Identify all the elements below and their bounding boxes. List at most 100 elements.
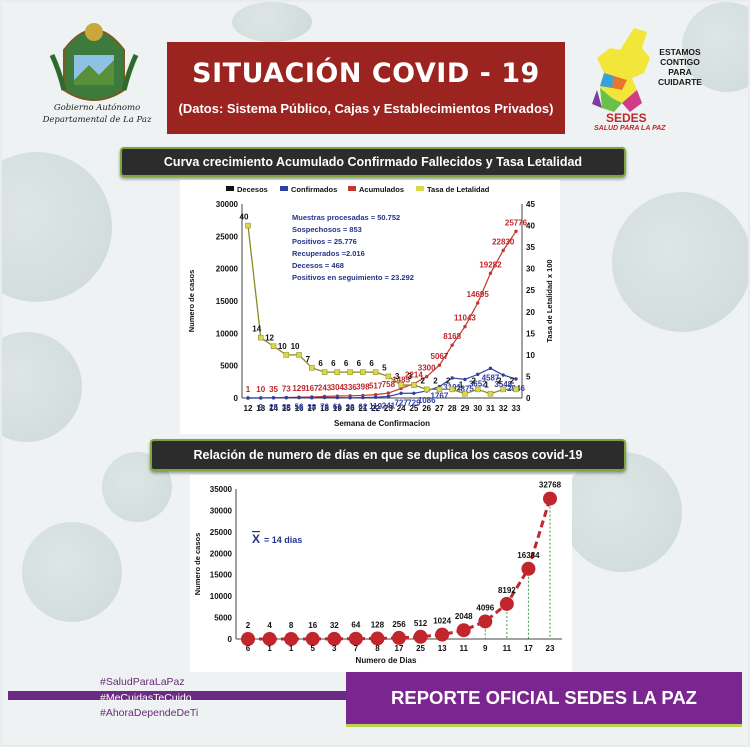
- data-label-1: 729: [407, 398, 421, 407]
- hashtag-2[interactable]: #MeCuidasTeCuido: [100, 692, 192, 704]
- tasa-point: [347, 369, 353, 375]
- hashtag-1[interactable]: #SaludParaLaPaz: [100, 676, 185, 688]
- header-box: SITUACIÓN COVID - 19 (Datos: Sistema Púb…: [167, 42, 565, 134]
- tasa-point: [270, 343, 277, 350]
- data-label-0: 11043: [454, 314, 476, 323]
- data-label: 256: [392, 620, 406, 629]
- series-point-1: [246, 396, 250, 400]
- data-label-1: 38: [282, 403, 291, 412]
- series-point-1: [386, 394, 391, 399]
- x-tick-label: 13: [256, 404, 265, 413]
- page-subtitle: (Datos: Sistema Público, Cajas y Estable…: [178, 101, 554, 116]
- x-tick-label: 33: [512, 404, 521, 413]
- series-point-1: [361, 395, 365, 400]
- data-label-0: 304: [331, 383, 345, 392]
- series-point-1: [259, 396, 263, 400]
- x-tick-label: 32: [499, 404, 508, 413]
- data-label-2: 2: [510, 376, 515, 385]
- chart1-banner: Curva crecimiento Acumulado Confirmado F…: [120, 147, 626, 177]
- x-tick-label: 31: [486, 404, 495, 413]
- series-point-0: [476, 301, 480, 305]
- legend-label: Acumulados: [359, 185, 404, 194]
- y2-tick-label: 5: [526, 372, 531, 381]
- data-label-2: 6: [357, 359, 362, 368]
- sedes-name: SEDES: [606, 111, 647, 125]
- x-tick-label: 25: [409, 404, 418, 413]
- legend-swatch: [416, 186, 424, 191]
- y-tick-label: 20000: [216, 265, 239, 274]
- series-point-1: [348, 396, 352, 400]
- x-tick-label: 24: [397, 404, 406, 413]
- y-axis-title: Numero de casos: [187, 270, 196, 333]
- data-label-2: 6: [369, 359, 374, 368]
- slogan-line: PARA: [668, 67, 692, 77]
- series-point-1: [335, 395, 340, 400]
- doubling-point: [370, 631, 385, 646]
- data-label-1: 32: [346, 403, 355, 412]
- series-point-1: [501, 373, 505, 377]
- x-tick-label: 9: [483, 644, 488, 653]
- data-label: 4: [267, 621, 272, 630]
- doubling-point: [284, 631, 299, 646]
- x-axis-title: Numero de Dias: [356, 656, 417, 665]
- series-point-1: [399, 391, 403, 395]
- legend-swatch: [280, 186, 288, 191]
- y2-tick-label: 40: [526, 222, 535, 231]
- data-label-2: 10: [291, 342, 300, 351]
- y-tick-label: 0: [234, 394, 239, 403]
- series-line-1: [247, 367, 517, 399]
- tasa-point: [411, 382, 417, 388]
- data-label-2: 1: [459, 381, 464, 390]
- series-point-1: [322, 395, 327, 400]
- tasa-point: [360, 369, 366, 375]
- series-point-1: [514, 377, 518, 381]
- data-label-2: 2: [433, 376, 438, 385]
- series-point-1: [271, 396, 276, 400]
- y-tick-label: 25000: [210, 528, 233, 537]
- y2-tick-label: 0: [526, 394, 531, 403]
- series-point-1: [310, 396, 314, 400]
- page-title: SITUACIÓN COVID - 19: [192, 58, 540, 89]
- mean-value: = 14 dias: [264, 535, 302, 545]
- x-axis-title: Semana de Confirmacion: [334, 419, 430, 428]
- tasa-point: [449, 386, 455, 393]
- data-label-1: 9: [259, 403, 264, 412]
- x-tick-label: 14: [269, 404, 278, 413]
- series-point-1: [284, 396, 288, 400]
- data-label-2: 10: [278, 342, 287, 351]
- hashtag-3[interactable]: #AhoraDependeDeTi: [100, 707, 199, 719]
- government-crest-logo: [49, 23, 139, 101]
- x-tick-label: 22: [371, 404, 380, 413]
- data-label-0: 398: [356, 382, 370, 391]
- tasa-point: [296, 352, 302, 358]
- x-tick-label: 11: [503, 644, 512, 653]
- x-tick-label: 25: [416, 644, 425, 653]
- data-label: 2: [246, 621, 251, 630]
- report-banner: REPORTE OFICIAL SEDES LA PAZ: [346, 672, 742, 724]
- data-label-1: 241: [382, 401, 396, 410]
- y2-axis-title: Tasa de Letalidad x 100: [545, 259, 554, 342]
- data-label-2: 2: [420, 376, 425, 385]
- data-label-0: 73: [282, 385, 291, 394]
- tasa-point: [398, 382, 404, 388]
- doubling-point: [305, 631, 320, 646]
- data-label: 4096: [476, 603, 494, 612]
- y-tick-label: 10000: [210, 592, 233, 601]
- data-label-2: 3: [395, 372, 400, 381]
- stats-annotation: Sospechosos = 853: [292, 225, 362, 234]
- y-tick-label: 25000: [216, 232, 239, 241]
- data-label-2: 40: [240, 213, 249, 222]
- data-label-2: 6: [331, 359, 336, 368]
- series-point-0: [450, 343, 454, 347]
- doubling-point: [241, 631, 255, 646]
- x-tick-label: 30: [473, 404, 482, 413]
- sedes-slogan: ESTAMOS CONTIGO PARA CUIDARTE: [650, 47, 710, 87]
- gov-line-1: Gobierno Autónomo: [53, 103, 141, 113]
- government-name: Gobierno Autónomo Departamental de La Pa…: [42, 102, 152, 126]
- legend-label: Decesos: [237, 185, 268, 194]
- data-label: 8192: [498, 586, 516, 595]
- doubling-point: [348, 631, 363, 646]
- series-point-1: [373, 395, 378, 399]
- data-label-2: 14: [252, 325, 261, 334]
- series-line-2: [247, 225, 516, 395]
